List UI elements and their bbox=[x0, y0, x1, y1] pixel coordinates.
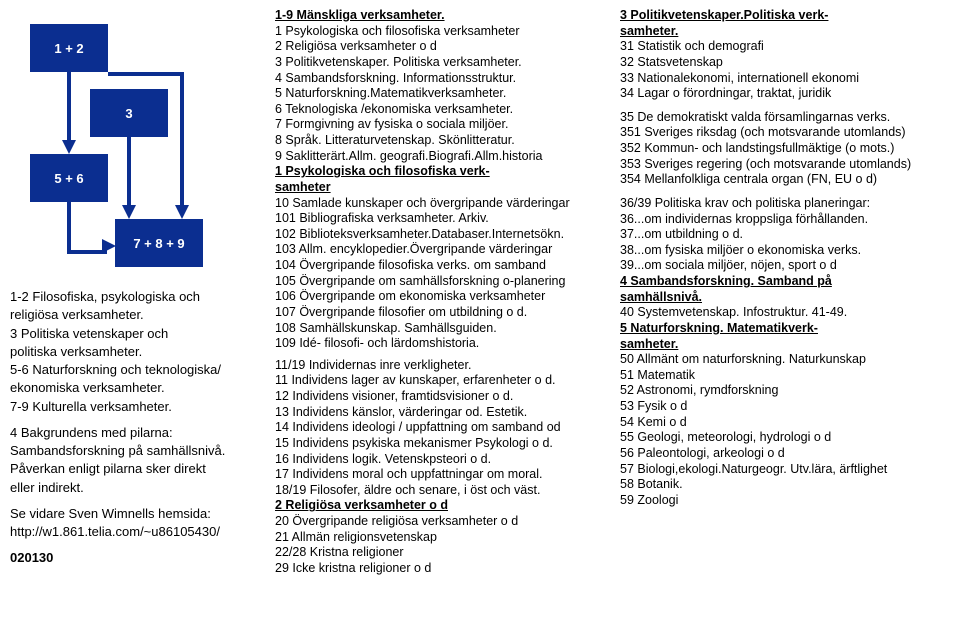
section-heading: 4 Sambandsforskning. Samband på bbox=[620, 274, 949, 290]
list-item: 33 Nationalekonomi, internationell ekono… bbox=[620, 71, 949, 87]
list-item: 104 Övergripande filosofiska verks. om s… bbox=[275, 258, 600, 274]
list-item: 12 Individens visioner, framtidsvisioner… bbox=[275, 389, 600, 405]
list-item: 107 Övergripande filosofier om utbildnin… bbox=[275, 305, 600, 321]
list-item: 51 Matematik bbox=[620, 368, 949, 384]
list-item: 18/19 Filosofer, äldre och senare, i öst… bbox=[275, 483, 600, 499]
section-heading: 5 Naturforskning. Matematikverk- bbox=[620, 321, 949, 337]
list-item: 22/28 Kristna religioner bbox=[275, 545, 600, 561]
list-item: 53 Fysik o d bbox=[620, 399, 949, 415]
list-item: 50 Allmänt om naturforskning. Naturkunsk… bbox=[620, 352, 949, 368]
right-column: 3 Politikvetenskaper.Politiska verk- sam… bbox=[610, 0, 959, 629]
list-item: 3 Politikvetenskaper. Politiska verksamh… bbox=[275, 55, 600, 71]
legend-line: 3 Politiska vetenskaper och bbox=[10, 326, 255, 342]
list-item: 52 Astronomi, rymdforskning bbox=[620, 383, 949, 399]
list-item: 20 Övergripande religiösa verksamheter o… bbox=[275, 514, 600, 530]
list-item: 5 Naturforskning.Matematikverksamheter. bbox=[275, 86, 600, 102]
legend-line: Sambandsforskning på samhällsnivå. bbox=[10, 443, 255, 459]
list-item: 29 Icke kristna religioner o d bbox=[275, 561, 600, 577]
legend-line: 1-2 Filosofiska, psykologiska och bbox=[10, 289, 255, 305]
arrow-icon bbox=[102, 239, 116, 253]
section-heading: samheter. bbox=[620, 24, 949, 40]
list-item: 11 Individens lager av kunskaper, erfare… bbox=[275, 373, 600, 389]
box-5-6: 5 + 6 bbox=[30, 154, 108, 202]
box-3: 3 bbox=[90, 89, 168, 137]
section-heading: samhällsnivå. bbox=[620, 290, 949, 306]
list-item: 352 Kommun- och landstingsfullmäktige (o… bbox=[620, 141, 949, 157]
legend-line: ekonomiska verksamheter. bbox=[10, 380, 255, 396]
box-7-8-9: 7 + 8 + 9 bbox=[115, 219, 203, 267]
list-item: 13 Individens känslor, värderingar od. E… bbox=[275, 405, 600, 421]
list-item: 354 Mellanfolkliga centrala organ (FN, E… bbox=[620, 172, 949, 188]
legend-line: Påverkan enligt pilarna sker direkt bbox=[10, 461, 255, 477]
list-item: 101 Bibliografiska verksamheter. Arkiv. bbox=[275, 211, 600, 227]
list-item: 40 Systemvetenskap. Infostruktur. 41-49. bbox=[620, 305, 949, 321]
section-heading: 1-9 Mänskliga verksamheter. bbox=[275, 8, 600, 24]
legend-line: politiska verksamheter. bbox=[10, 344, 255, 360]
section-heading: samheter. bbox=[620, 337, 949, 353]
list-item: 9 Saklitterärt.Allm. geografi.Biografi.A… bbox=[275, 149, 600, 165]
list-item: 54 Kemi o d bbox=[620, 415, 949, 431]
legend-line: eller indirekt. bbox=[10, 480, 255, 496]
box-arrow-diagram: 1 + 2 3 5 + 6 7 + 8 + 9 bbox=[20, 14, 250, 279]
list-item: 105 Övergripande om samhällsforskning o-… bbox=[275, 274, 600, 290]
list-item: 34 Lagar o förordningar, traktat, juridi… bbox=[620, 86, 949, 102]
arrow-icon bbox=[122, 205, 136, 219]
legend-line: Se vidare Sven Wimnells hemsida: bbox=[10, 506, 255, 522]
list-item: 58 Botanik. bbox=[620, 477, 949, 493]
list-item: 2 Religiösa verksamheter o d bbox=[275, 39, 600, 55]
list-item: 57 Biologi,ekologi.Naturgeogr. Utv.lära,… bbox=[620, 462, 949, 478]
list-item: 16 Individens logik. Vetenskpsteori o d. bbox=[275, 452, 600, 468]
list-item: 7 Formgivning av fysiska o sociala miljö… bbox=[275, 117, 600, 133]
list-item: 11/19 Individernas inre verkligheter. bbox=[275, 358, 600, 374]
arrow-icon bbox=[62, 140, 76, 154]
list-item: 55 Geologi, meteorologi, hydrologi o d bbox=[620, 430, 949, 446]
list-item: 102 Biblioteksverksamheter.Databaser.Int… bbox=[275, 227, 600, 243]
list-item: 103 Allm. encyklopedier.Övergripande vär… bbox=[275, 242, 600, 258]
list-item: 109 Idé- filosofi- och lärdomshistoria. bbox=[275, 336, 600, 352]
list-item: 32 Statsvetenskap bbox=[620, 55, 949, 71]
arrow-icon bbox=[175, 205, 189, 219]
middle-column: 1-9 Mänskliga verksamheter. 1 Psykologis… bbox=[265, 0, 610, 629]
list-item: 15 Individens psykiska mekanismer Psykol… bbox=[275, 436, 600, 452]
list-item: 35 De demokratiskt valda församlingarnas… bbox=[620, 110, 949, 126]
left-column: 1 + 2 3 5 + 6 7 + 8 + 9 1-2 Filosofiska,… bbox=[0, 0, 265, 629]
list-item: 59 Zoologi bbox=[620, 493, 949, 509]
section-heading: samheter bbox=[275, 180, 600, 196]
list-item: 108 Samhällskunskap. Samhällsguiden. bbox=[275, 321, 600, 337]
list-item: 14 Individens ideologi / uppfattning om … bbox=[275, 420, 600, 436]
list-item: 10 Samlade kunskaper och övergripande vä… bbox=[275, 196, 600, 212]
list-item: 4 Sambandsforskning. Informationsstruktu… bbox=[275, 71, 600, 87]
list-item: 31 Statistik och demografi bbox=[620, 39, 949, 55]
list-item: 8 Språk. Litteraturvetenskap. Skönlitter… bbox=[275, 133, 600, 149]
section-heading: 3 Politikvetenskaper.Politiska verk- bbox=[620, 8, 949, 24]
list-item: 1 Psykologiska och filosofiska verksamhe… bbox=[275, 24, 600, 40]
section-heading: 1 Psykologiska och filosofiska verk- bbox=[275, 164, 600, 180]
list-item: 36...om individernas kroppsliga förhålla… bbox=[620, 212, 949, 228]
list-item: 353 Sveriges regering (och motsvarande u… bbox=[620, 157, 949, 173]
legend-line: religiösa verksamheter. bbox=[10, 307, 255, 323]
section-heading: 2 Religiösa verksamheter o d bbox=[275, 498, 600, 514]
list-item: 37...om utbildning o d. bbox=[620, 227, 949, 243]
legend-line: 5-6 Naturforskning och teknologiska/ bbox=[10, 362, 255, 378]
box-1-2: 1 + 2 bbox=[30, 24, 108, 72]
legend-url: http://w1.861.telia.com/~u86105430/ bbox=[10, 524, 255, 540]
list-item: 17 Individens moral och uppfattningar om… bbox=[275, 467, 600, 483]
list-item: 6 Teknologiska /ekonomiska verksamheter. bbox=[275, 102, 600, 118]
list-item: 56 Paleontologi, arkeologi o d bbox=[620, 446, 949, 462]
list-item: 39...om sociala miljöer, nöjen, sport o … bbox=[620, 258, 949, 274]
legend-line: 7-9 Kulturella verksamheter. bbox=[10, 399, 255, 415]
list-item: 351 Sveriges riksdag (och motsvarande ut… bbox=[620, 125, 949, 141]
legend-line: 4 Bakgrundens med pilarna: bbox=[10, 425, 255, 441]
legend-block: 1-2 Filosofiska, psykologiska och religi… bbox=[10, 289, 255, 567]
legend-date: 020130 bbox=[10, 550, 255, 566]
list-item: 36/39 Politiska krav och politiska plane… bbox=[620, 196, 949, 212]
list-item: 106 Övergripande om ekonomiska verksamhe… bbox=[275, 289, 600, 305]
list-item: 38...om fysiska miljöer o ekonomiska ver… bbox=[620, 243, 949, 259]
list-item: 21 Allmän religionsvetenskap bbox=[275, 530, 600, 546]
